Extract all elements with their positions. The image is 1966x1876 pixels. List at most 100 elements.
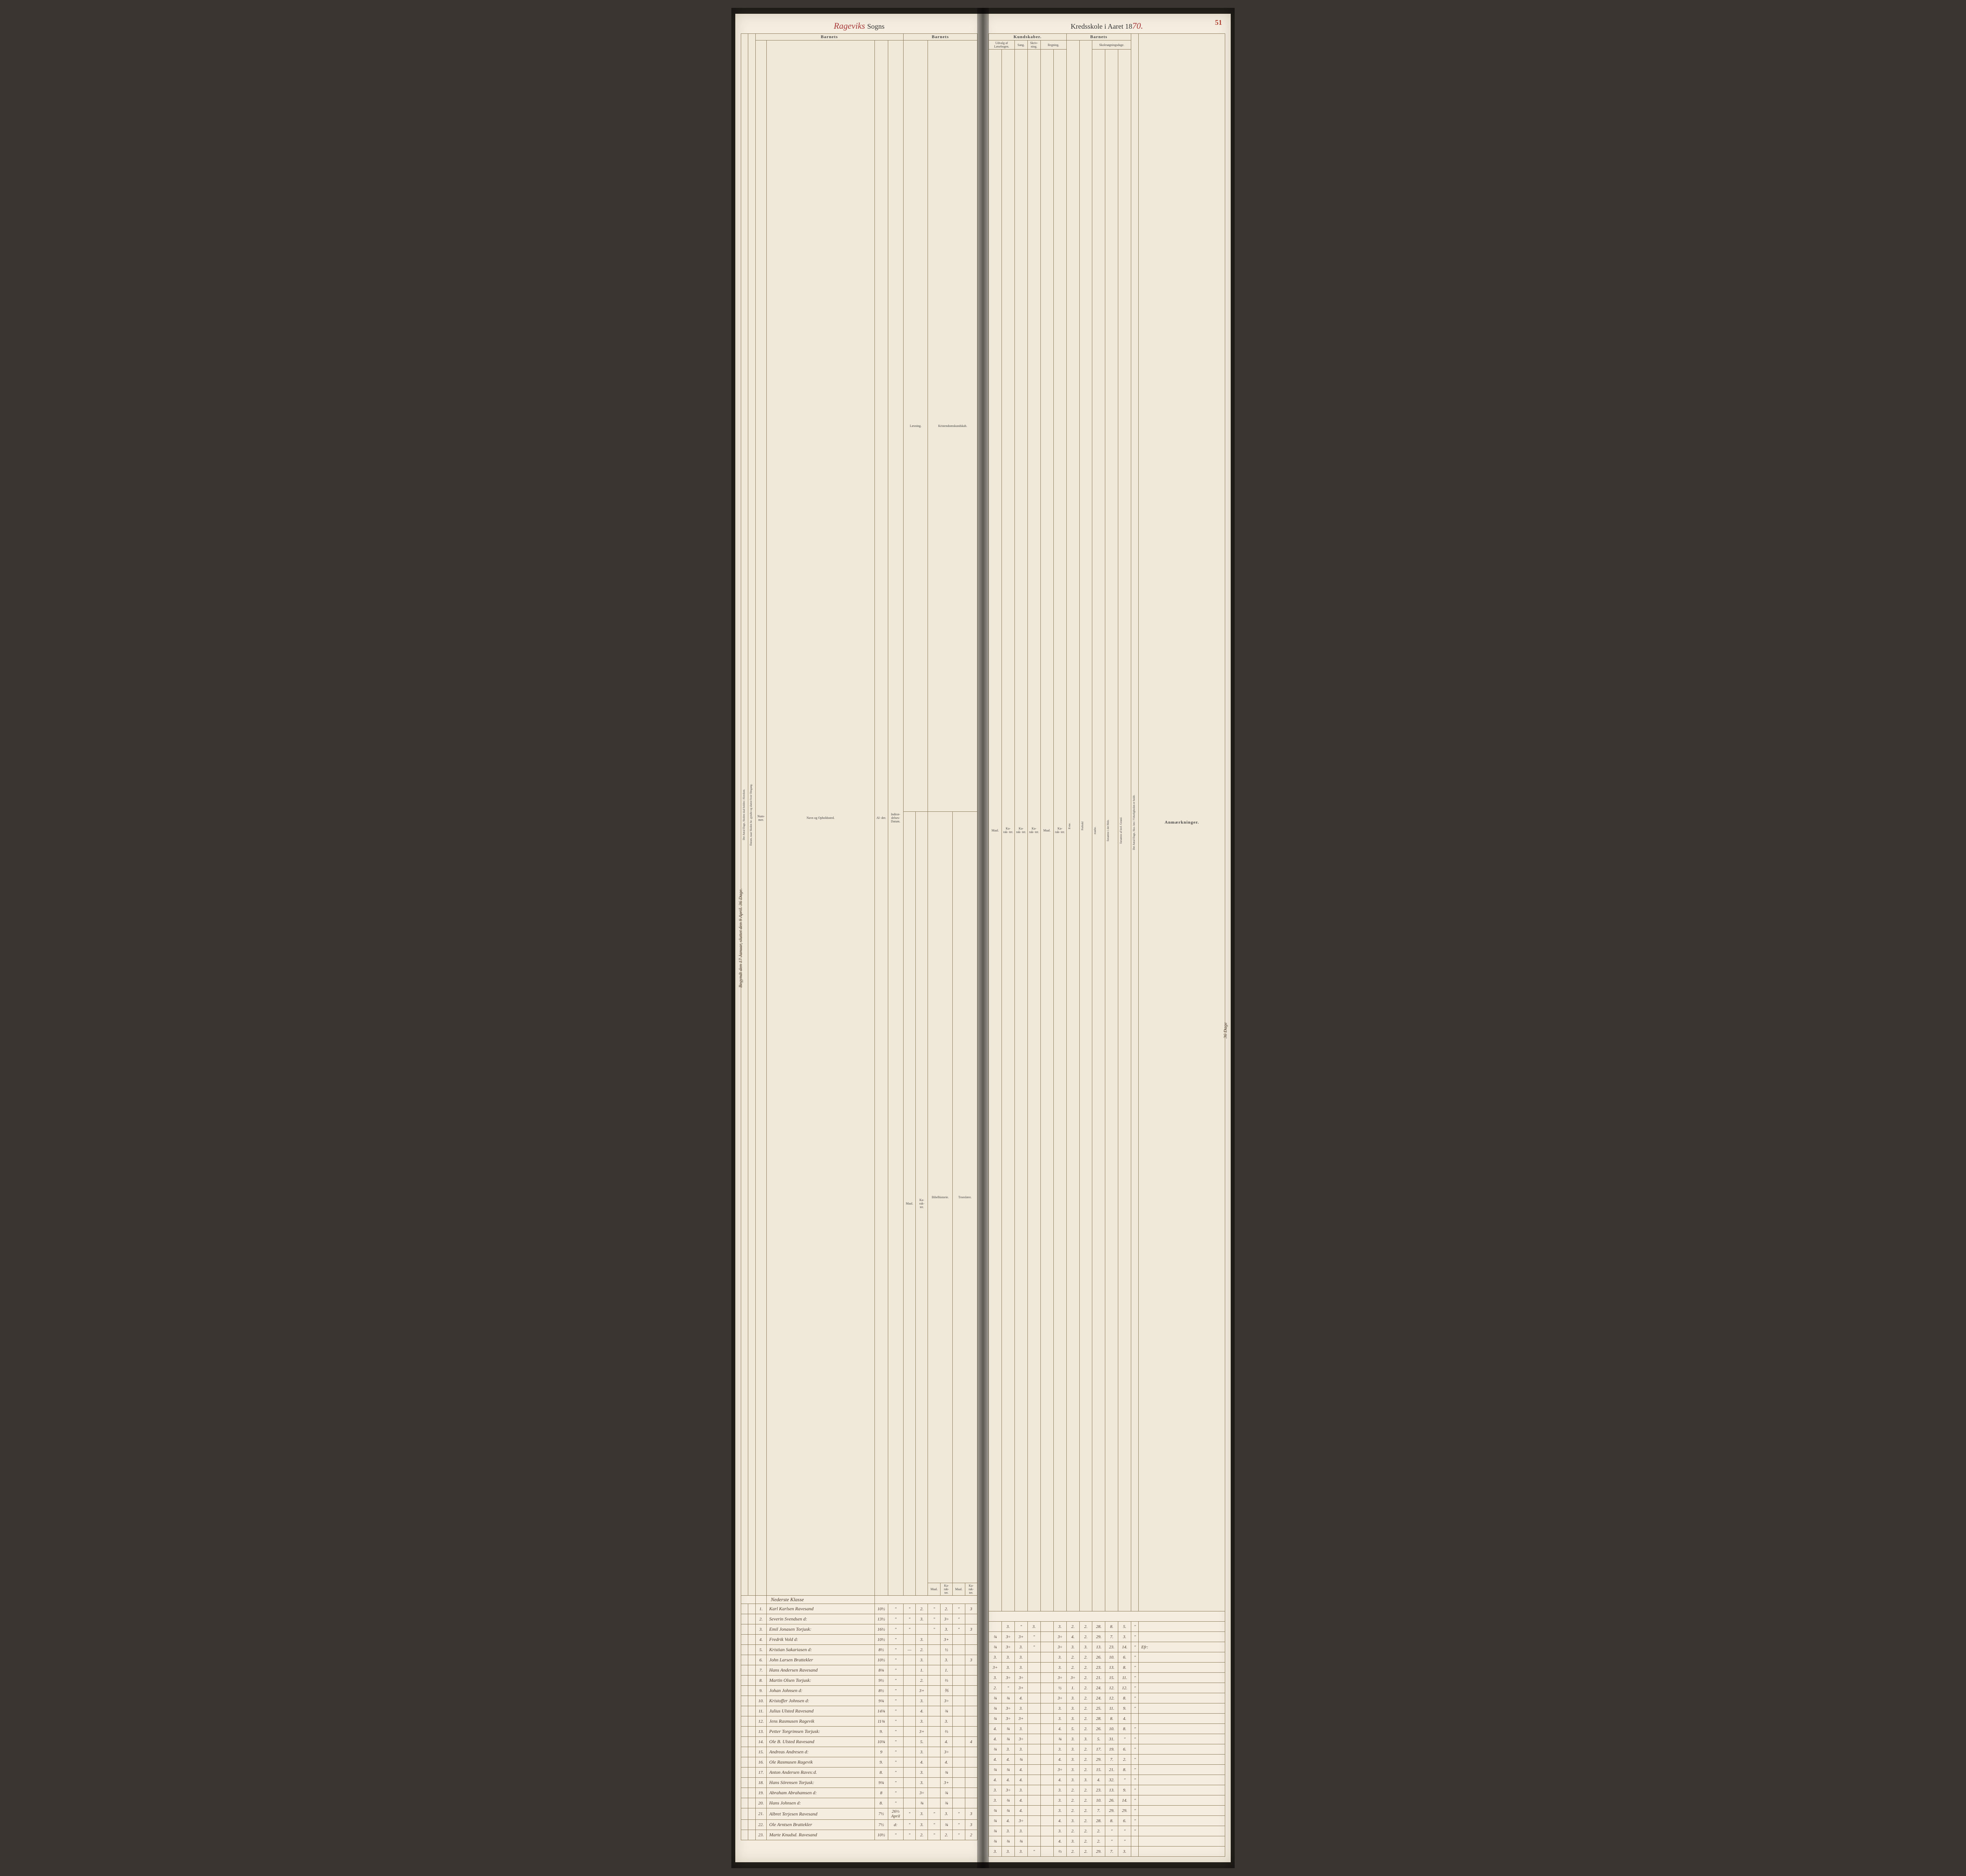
age: 9¾ — [874, 1778, 888, 1788]
cell: 2. — [989, 1683, 1002, 1693]
age: 9¾ — [874, 1696, 888, 1706]
row-num: 6. — [755, 1655, 767, 1665]
cell: 2. — [1079, 1836, 1092, 1847]
remarks — [1139, 1847, 1225, 1857]
cell: 3. — [989, 1673, 1002, 1683]
cell: 26. — [1105, 1795, 1118, 1806]
cell — [748, 1716, 755, 1727]
left-table: Det Antal Dage, Skolen skal holdes i Kre… — [741, 33, 977, 1840]
cell: 4. — [989, 1734, 1002, 1744]
cell: 4. — [940, 1757, 952, 1767]
hdr-anmaerk: Anmærkninger. — [1139, 34, 1225, 1611]
hdr-r-kar: Ka- rak- ter. — [1053, 50, 1066, 1611]
cell — [1027, 1775, 1040, 1785]
cell — [903, 1676, 915, 1686]
cell: " — [1118, 1734, 1131, 1744]
blank-row — [989, 1611, 1225, 1622]
cell: " — [1027, 1632, 1040, 1642]
cell: 5. — [1066, 1724, 1079, 1734]
cell: " — [1105, 1826, 1118, 1836]
table-row: ¾¾¾4.3.2.2."" — [989, 1836, 1225, 1847]
cell: 3. — [1053, 1795, 1066, 1806]
cell: 3. — [1001, 1847, 1014, 1857]
table-row: ¾3÷3+3.3.2.28.8.4. — [989, 1714, 1225, 1724]
student-name: Emil Jonasen Torjusk: — [767, 1624, 874, 1635]
cell: " — [1131, 1744, 1139, 1755]
cell: ⅔ — [940, 1727, 952, 1737]
age: 7½ — [874, 1820, 888, 1830]
hdr-laesning: Læsning. — [903, 40, 928, 812]
cell — [748, 1727, 755, 1737]
cell — [748, 1655, 755, 1665]
cell: 3. — [989, 1795, 1002, 1806]
left-page: Begyndt den 17 Januar, sluttet den 9 Apr… — [735, 14, 983, 1862]
cell: 3. — [916, 1696, 928, 1706]
entry-date: d: — [888, 1820, 903, 1830]
cell — [965, 1798, 977, 1808]
cell: 3. — [916, 1716, 928, 1727]
cell: " — [1027, 1847, 1040, 1857]
left-tbody: 1.Karl Karlsen Ravesand10½""2."2."32.Sev… — [741, 1604, 977, 1840]
cell: 2. — [1118, 1755, 1131, 1765]
cell: 3+ — [989, 1663, 1002, 1673]
age: 10½ — [874, 1604, 888, 1614]
cell: 8. — [1118, 1693, 1131, 1703]
cell — [741, 1727, 748, 1737]
student-name: Andreas Andresen d: — [767, 1747, 874, 1757]
entry-date: " — [888, 1604, 903, 1614]
cell: 2. — [1079, 1663, 1092, 1673]
cell: 8. — [1105, 1714, 1118, 1724]
cell: 3÷ — [1053, 1693, 1066, 1703]
table-row: 17.Anton Andersen Raves:d.8."3.¾ — [741, 1767, 977, 1778]
cell — [928, 1655, 940, 1665]
cell: 3+ — [940, 1635, 952, 1645]
cell — [953, 1706, 965, 1716]
cell: 10. — [1105, 1724, 1118, 1734]
cell — [1040, 1755, 1053, 1765]
cell — [1040, 1724, 1053, 1734]
cell: 3÷ — [940, 1747, 952, 1757]
hdr-bibel: Bibelhistorie. — [928, 812, 953, 1583]
cell — [1027, 1744, 1040, 1755]
cell — [1040, 1683, 1053, 1693]
cell: 3 — [965, 1655, 977, 1665]
hdr-modte: mødte. — [1092, 50, 1105, 1611]
cell: 3. — [916, 1655, 928, 1665]
cell — [965, 1665, 977, 1676]
cell: 3. — [1001, 1826, 1014, 1836]
cell: 2. — [1079, 1652, 1092, 1663]
cell: 26. — [1092, 1724, 1105, 1734]
age: 10½ — [874, 1830, 888, 1840]
cell — [741, 1767, 748, 1778]
entry-date: " — [888, 1727, 903, 1737]
cell — [1027, 1826, 1040, 1836]
cell — [748, 1686, 755, 1696]
row-num: 22. — [755, 1820, 767, 1830]
hdr-evne: Evne. — [1066, 40, 1079, 1611]
remarks — [1139, 1683, 1225, 1693]
table-row: 8.Martin Olsen Torjusk:9½"2.⅔ — [741, 1676, 977, 1686]
table-row: 4.4.¾4.3.2.29.7.2." — [989, 1755, 1225, 1765]
student-name: Karl Karlsen Ravesand — [767, 1604, 874, 1614]
student-name: Hans Johnsen d: — [767, 1798, 874, 1808]
table-row: 11.Julius Ulsted Ravesand14¾"4.¾ — [741, 1706, 977, 1716]
row-num: 9. — [755, 1686, 767, 1696]
remarks — [1139, 1816, 1225, 1826]
cell: 2. — [1092, 1826, 1105, 1836]
cell: 3. — [1053, 1785, 1066, 1795]
row-num: 1. — [755, 1604, 767, 1614]
cell: 3. — [1079, 1775, 1092, 1785]
remarks — [1139, 1744, 1225, 1755]
age: 9½ — [874, 1676, 888, 1686]
cell: ¾ — [989, 1693, 1002, 1703]
table-row: ¾¾4.3÷3.2.15.21.8." — [989, 1765, 1225, 1775]
cell — [903, 1665, 915, 1676]
cell — [741, 1696, 748, 1706]
cell: " — [1131, 1785, 1139, 1795]
cell: 23. — [1092, 1785, 1105, 1795]
cell: 13. — [1105, 1663, 1118, 1673]
cell: 3 — [965, 1820, 977, 1830]
table-row: ¾3÷3.3.3.2.25.11.9." — [989, 1703, 1225, 1714]
cell: 3. — [1053, 1806, 1066, 1816]
cell: " — [1131, 1632, 1139, 1642]
